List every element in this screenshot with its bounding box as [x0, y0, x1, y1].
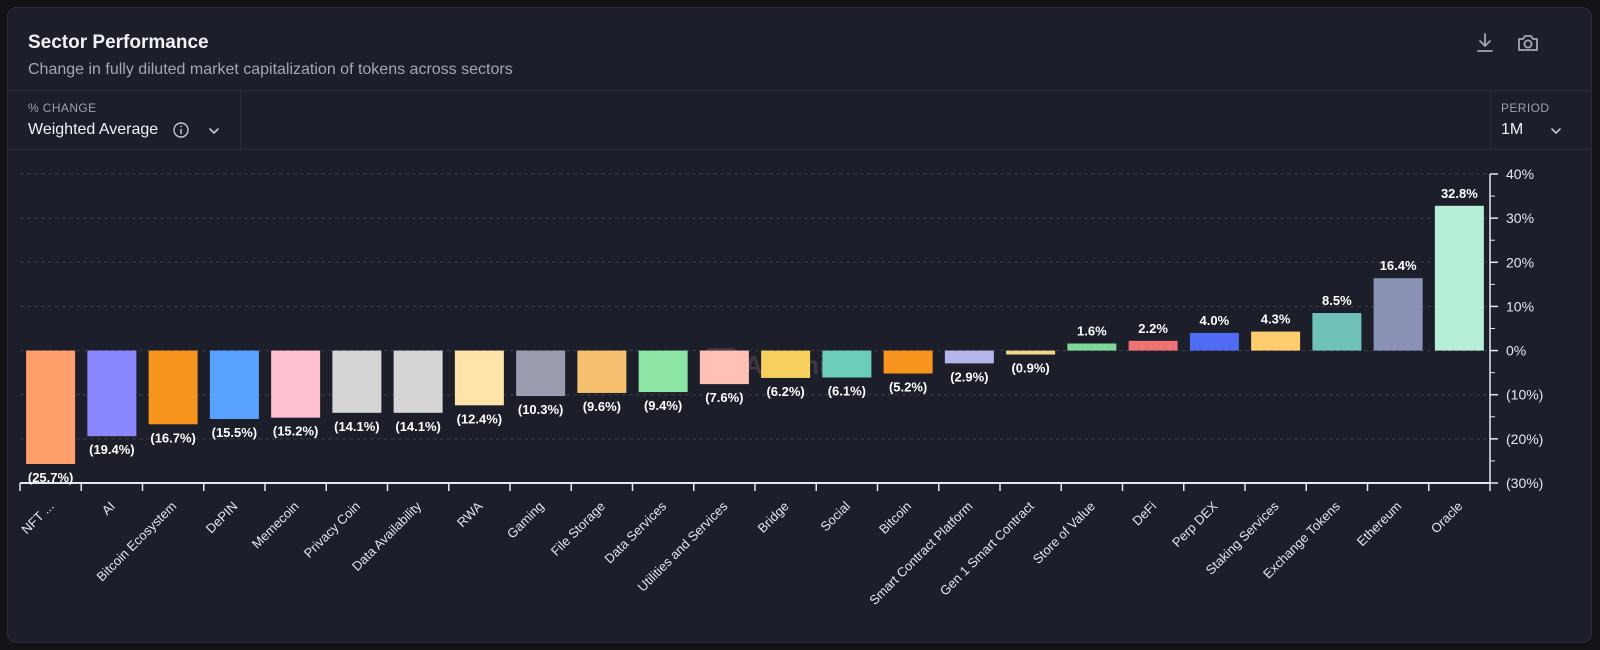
x-tick-label: Ethereum — [1354, 499, 1404, 549]
bar[interactable] — [1434, 205, 1484, 351]
bar[interactable] — [883, 350, 933, 374]
x-tick-label: AI — [99, 499, 118, 518]
x-tick-label: Gaming — [504, 499, 547, 542]
data-label: 16.4% — [1380, 258, 1417, 273]
data-label: (0.9%) — [1011, 361, 1049, 376]
sector-bar-chart: Artemis (25.7%)(19.4%)(16.7%)(15.5%)(15.… — [18, 166, 1543, 608]
bar[interactable] — [148, 350, 198, 425]
bar[interactable] — [332, 350, 382, 413]
bar[interactable] — [1373, 278, 1423, 351]
y-tick-label: 0% — [1506, 343, 1526, 359]
x-tick-label: Perp DEX — [1169, 498, 1221, 550]
bar[interactable] — [1189, 332, 1239, 351]
x-tick-label: Data Services — [601, 498, 669, 566]
axes — [19, 173, 1498, 491]
x-tick-label: DePIN — [203, 499, 241, 537]
bar[interactable] — [87, 350, 137, 437]
data-label: (14.1%) — [334, 419, 380, 434]
data-label: 8.5% — [1322, 293, 1352, 308]
period-selector[interactable]: PERIOD 1M — [1490, 91, 1591, 149]
x-tick-label: Store of Value — [1030, 499, 1098, 567]
data-label: (10.3%) — [518, 402, 564, 417]
x-tick-label: File Storage — [548, 499, 608, 559]
y-tick-label: 30% — [1506, 210, 1534, 226]
chevron-down-icon[interactable] — [1549, 124, 1563, 138]
page-title: Sector Performance — [28, 32, 209, 53]
page-subtitle: Change in fully diluted market capitaliz… — [28, 61, 513, 78]
bar[interactable] — [944, 350, 994, 364]
data-label: 4.3% — [1261, 312, 1291, 327]
x-tick-label: Oracle — [1428, 499, 1466, 537]
data-label: (7.6%) — [705, 390, 743, 405]
x-tick-label: Bitcoin — [876, 499, 914, 537]
bar[interactable] — [1006, 350, 1056, 355]
data-label: (16.7%) — [150, 430, 196, 445]
data-label: (19.4%) — [89, 442, 135, 457]
bar[interactable] — [516, 350, 566, 397]
y-tick-label: 10% — [1506, 298, 1534, 314]
bar[interactable] — [761, 350, 811, 378]
bar[interactable] — [26, 350, 76, 465]
y-tick-label: (10%) — [1506, 387, 1543, 403]
data-label: 2.2% — [1138, 321, 1168, 336]
data-label: (15.2%) — [273, 424, 319, 439]
data-label: (12.4%) — [457, 411, 503, 426]
bar[interactable] — [393, 350, 443, 413]
metric-selector[interactable]: % CHANGE Weighted Average — [8, 91, 241, 149]
bar[interactable] — [271, 350, 321, 418]
x-tick-label: Smart Contract Platform — [866, 499, 975, 608]
bar[interactable] — [638, 350, 688, 393]
period-value: 1M — [1501, 121, 1524, 138]
data-label: (2.9%) — [950, 369, 988, 384]
bar[interactable] — [1128, 340, 1178, 351]
y-tick-label: (30%) — [1506, 475, 1543, 491]
bar[interactable] — [1251, 331, 1301, 351]
bar[interactable] — [209, 350, 259, 419]
bar[interactable] — [454, 350, 504, 406]
x-tick-label: Memecoin — [249, 499, 302, 552]
bars — [26, 205, 1484, 465]
sector-performance-card: Sector Performance Change in fully dilut… — [7, 7, 1592, 643]
info-icon[interactable] — [172, 121, 190, 139]
bar[interactable] — [1312, 313, 1362, 351]
data-label: (9.6%) — [583, 399, 621, 414]
bar[interactable] — [699, 350, 749, 385]
y-tick-label: 20% — [1506, 254, 1534, 270]
metric-value: Weighted Average — [28, 121, 159, 138]
period-label: PERIOD — [1501, 101, 1550, 115]
y-tick-label: (20%) — [1506, 431, 1543, 447]
data-label: 1.6% — [1077, 324, 1107, 339]
data-label: 32.8% — [1441, 186, 1478, 201]
chevron-down-icon[interactable] — [207, 124, 221, 138]
data-labels: (25.7%) (19.4%) (16.7%) (15.5%) (15.2%) (14.1… — [28, 186, 1478, 485]
metric-label: % CHANGE — [28, 101, 97, 115]
bar[interactable] — [577, 350, 627, 393]
x-tick-label: Privacy Coin — [301, 499, 363, 561]
x-tick-label: RWA — [454, 498, 486, 530]
data-label: (6.1%) — [828, 383, 866, 398]
bar[interactable] — [822, 350, 872, 378]
download-icon[interactable] — [1472, 30, 1498, 56]
x-tick-label: Bridge — [755, 499, 792, 536]
data-label: (14.1%) — [395, 419, 441, 434]
data-label: (25.7%) — [28, 470, 74, 485]
x-tick-label: Social — [817, 498, 853, 534]
bar[interactable] — [1067, 343, 1117, 351]
y-tick-labels: 40% 30% 20% 10% 0% (10%) (20%) (30%) — [1506, 166, 1543, 491]
camera-icon[interactable] — [1515, 30, 1541, 56]
data-label: (9.4%) — [644, 398, 682, 413]
data-label: 4.0% — [1200, 313, 1230, 328]
x-tick-label: NFT ... — [18, 499, 57, 538]
controls-bar: % CHANGE Weighted Average PERIOD 1M — [8, 90, 1591, 150]
x-tick-label: DeFi — [1129, 498, 1159, 528]
data-label: (6.2%) — [766, 384, 804, 399]
data-label: (15.5%) — [212, 425, 258, 440]
y-tick-label: 40% — [1506, 166, 1534, 182]
data-label: (5.2%) — [889, 380, 927, 395]
